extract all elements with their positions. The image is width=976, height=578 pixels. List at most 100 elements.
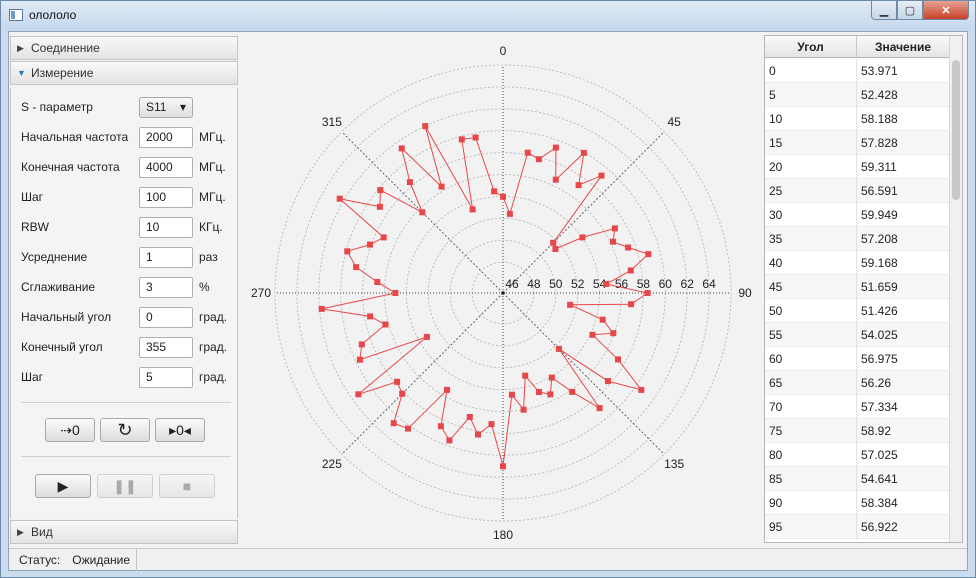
cell-angle: 85	[765, 467, 857, 491]
pause-icon: ❚❚	[113, 477, 137, 494]
field-input-6[interactable]: 3	[139, 276, 193, 298]
data-point	[598, 172, 605, 179]
table-row[interactable]: 95 56.922	[765, 515, 950, 539]
stop-button[interactable]: ■	[159, 474, 215, 498]
field-input-3[interactable]: 100	[139, 186, 193, 208]
field-label: RBW	[21, 220, 49, 234]
data-point	[550, 239, 557, 246]
angle-tick-label: 135	[664, 457, 684, 471]
field-label: Шаг	[21, 370, 44, 384]
data-point	[567, 301, 574, 308]
data-point	[422, 123, 429, 130]
data-point	[552, 246, 559, 252]
table-row[interactable]: 35 57.208	[765, 227, 950, 251]
close-button[interactable]: ✕	[923, 1, 969, 20]
data-point	[390, 420, 397, 427]
cell-angle: 45	[765, 275, 857, 299]
table-row[interactable]: 60 56.975	[765, 347, 950, 371]
field-input-7[interactable]: 0	[139, 306, 193, 328]
data-point	[472, 134, 479, 141]
section-label: Вид	[31, 525, 53, 539]
field-row-0: S - параметр S11 ▾	[21, 96, 233, 118]
pause-button[interactable]: ❚❚	[97, 474, 153, 498]
cell-angle: 40	[765, 251, 857, 275]
table-row[interactable]: 0 53.971	[765, 59, 950, 83]
field-input-9[interactable]: 5	[139, 366, 193, 388]
field-input-8[interactable]: 355	[139, 336, 193, 358]
section-measurement-header[interactable]: ▼ Измерение	[10, 61, 238, 85]
cell-value: 56.975	[857, 347, 950, 371]
cell-value: 57.828	[857, 131, 950, 155]
table-row[interactable]: 70 57.334	[765, 395, 950, 419]
field-label: Начальная частота	[21, 130, 129, 144]
column-header-angle[interactable]: Угол	[765, 36, 857, 58]
data-point	[398, 145, 405, 152]
table-row[interactable]: 20 59.311	[765, 155, 950, 179]
stop-icon: ■	[182, 478, 192, 494]
table-row[interactable]: 15 57.828	[765, 131, 950, 155]
table-row[interactable]: 75 58.92	[765, 419, 950, 443]
field-unit: град.	[199, 310, 228, 324]
field-input-5[interactable]: 1	[139, 246, 193, 268]
table-row[interactable]: 30 59.949	[765, 203, 950, 227]
field-label: Шаг	[21, 190, 44, 204]
field-input-4[interactable]: 10	[139, 216, 193, 238]
center-button[interactable]: ▸0◂	[155, 418, 205, 442]
data-point	[446, 437, 453, 444]
data-point	[589, 331, 596, 338]
field-input-1[interactable]: 2000	[139, 126, 193, 148]
table-row[interactable]: 10 58.188	[765, 107, 950, 131]
s-parameter-select[interactable]: S11 ▾	[139, 96, 193, 118]
table-row[interactable]: 50 51.426	[765, 299, 950, 323]
table-row[interactable]: 25 56.591	[765, 179, 950, 203]
section-view-header[interactable]: ▶ Вид	[10, 520, 238, 544]
minimize-button[interactable]: ▁	[871, 1, 897, 20]
separator	[21, 402, 231, 403]
table-row[interactable]: 80 57.025	[765, 443, 950, 467]
data-point	[610, 238, 616, 245]
table-row[interactable]: 5 52.428	[765, 83, 950, 107]
expand-arrow-icon: ▶	[17, 526, 24, 537]
table-row[interactable]: 90 58.384	[765, 491, 950, 515]
grid-spoke	[502, 292, 665, 455]
data-point	[423, 333, 430, 340]
field-unit: МГц.	[199, 130, 226, 144]
polar-chart-svg: 0 45 90 135 180 225 270 315 46 48 50 52 54 56 58 60 62 64	[251, 44, 752, 542]
title-bar[interactable]: олололо ▁ ▢ ✕	[1, 1, 975, 31]
data-point	[380, 234, 387, 241]
measurement-panel: S - параметр S11 ▾ Начальная частота 2000 МГц…	[10, 88, 238, 518]
field-row-4: RBW 10 КГц.	[21, 216, 233, 238]
cell-value: 56.591	[857, 179, 950, 203]
data-point	[500, 463, 506, 470]
left-panel: ▶ Соединение ▼ Измерение S - параметр S11…	[10, 36, 238, 546]
cell-value: 52.428	[857, 83, 950, 107]
play-button[interactable]: ▶	[35, 474, 91, 498]
reset-button[interactable]: ↻	[100, 418, 150, 442]
table-row[interactable]: 55 54.025	[765, 323, 950, 347]
vertical-scrollbar[interactable]	[949, 36, 962, 542]
status-label: Статус:	[19, 552, 61, 567]
table-row[interactable]: 65 56.26	[765, 371, 950, 395]
table-row[interactable]: 40 59.168	[765, 251, 950, 275]
cell-angle: 90	[765, 491, 857, 515]
chevron-down-icon: ▾	[179, 100, 186, 114]
field-unit: %	[199, 280, 210, 294]
section-connection-header[interactable]: ▶ Соединение	[10, 36, 238, 60]
scrollbar-thumb[interactable]	[952, 60, 960, 200]
cell-angle: 35	[765, 227, 857, 251]
table-row[interactable]: 45 51.659	[765, 275, 950, 299]
table-row[interactable]: 85 54.641	[765, 467, 950, 491]
angle-tick-label: 180	[493, 528, 513, 542]
column-header-value[interactable]: Значение	[857, 36, 950, 58]
radial-tick-label: 60	[659, 277, 673, 291]
maximize-button[interactable]: ▢	[897, 1, 923, 20]
window-title: олололо	[29, 8, 77, 22]
cell-angle: 55	[765, 323, 857, 347]
data-point	[506, 210, 513, 217]
grid-ring	[449, 239, 557, 347]
field-input-2[interactable]: 4000	[139, 156, 193, 178]
zero-button[interactable]: ⇢0	[45, 418, 95, 442]
grid-ring	[427, 217, 579, 369]
cell-angle: 80	[765, 443, 857, 467]
